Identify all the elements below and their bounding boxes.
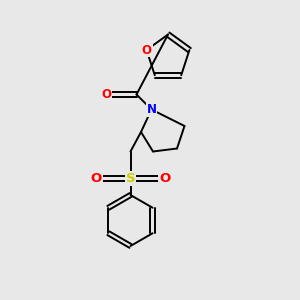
Text: O: O [90, 172, 102, 185]
Text: N: N [146, 103, 157, 116]
Text: S: S [126, 172, 135, 185]
Text: O: O [101, 88, 112, 101]
Text: O: O [159, 172, 171, 185]
Text: O: O [142, 44, 152, 56]
